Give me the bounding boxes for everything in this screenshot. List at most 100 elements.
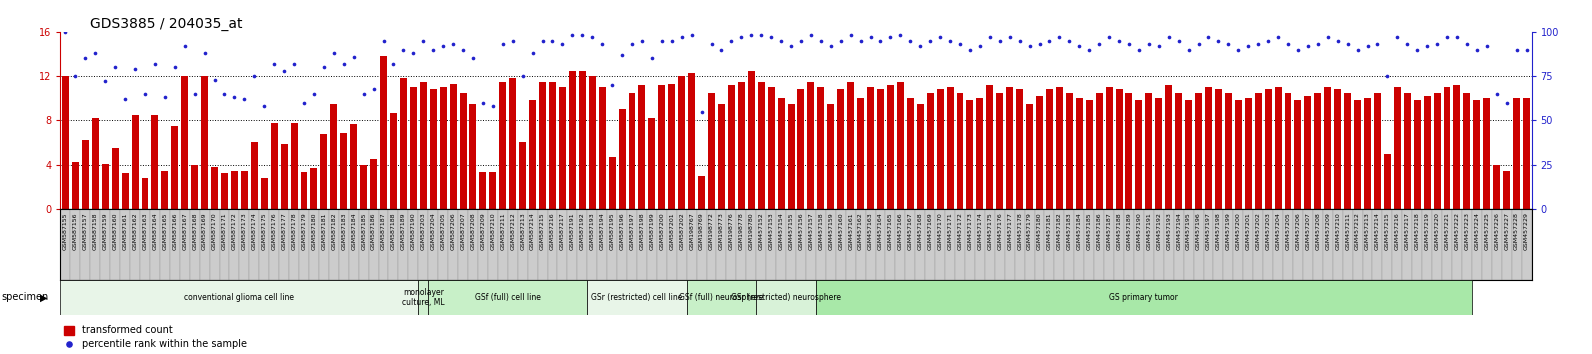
Bar	[478, 209, 487, 280]
Bar	[597, 209, 607, 280]
Text: GSM457171: GSM457171	[947, 212, 952, 250]
Bar	[957, 93, 963, 209]
Point	[708, 47, 734, 52]
Point	[1364, 41, 1390, 47]
Bar	[538, 209, 548, 280]
Bar	[1184, 101, 1192, 209]
Text: GSM457225: GSM457225	[1484, 212, 1489, 250]
Bar	[479, 172, 487, 209]
Text: GSM457218: GSM457218	[1415, 212, 1420, 250]
Text: GSM587175: GSM587175	[261, 212, 267, 250]
Bar	[1245, 98, 1251, 209]
Point	[1017, 43, 1043, 49]
Text: GSM587176: GSM587176	[272, 212, 277, 250]
Bar	[210, 209, 220, 280]
Bar	[618, 209, 627, 280]
Bar	[1253, 209, 1262, 280]
Point	[1325, 38, 1350, 44]
Bar	[748, 70, 755, 209]
Point	[132, 91, 158, 97]
Bar	[1283, 209, 1293, 280]
Point	[650, 38, 675, 44]
Text: GSM457173: GSM457173	[968, 212, 973, 250]
Bar	[1094, 209, 1105, 280]
Bar	[667, 209, 677, 280]
Bar	[887, 85, 893, 209]
Bar	[1293, 209, 1302, 280]
Text: GSM587195: GSM587195	[610, 212, 615, 250]
Point	[1146, 43, 1172, 49]
Bar	[587, 280, 686, 315]
Point	[678, 33, 704, 38]
Point	[610, 52, 635, 58]
Bar	[470, 104, 476, 209]
Text: GSM587190: GSM587190	[411, 212, 416, 250]
Bar	[460, 93, 466, 209]
Bar	[1076, 98, 1083, 209]
Bar	[1512, 209, 1522, 280]
Bar	[1353, 209, 1363, 280]
Bar	[1294, 101, 1301, 209]
Bar	[509, 78, 516, 209]
Text: GSM587188: GSM587188	[392, 212, 396, 250]
Bar	[1383, 154, 1391, 209]
Point	[1385, 34, 1411, 40]
Point	[390, 47, 416, 52]
Text: GSM457200: GSM457200	[1235, 212, 1240, 250]
Point	[1444, 34, 1469, 40]
Bar	[1046, 89, 1052, 209]
Bar	[946, 209, 955, 280]
Bar	[1054, 209, 1065, 280]
Point	[957, 47, 982, 52]
Point	[1355, 43, 1380, 49]
Bar	[151, 115, 158, 209]
Point	[326, 243, 352, 249]
Point	[1266, 34, 1291, 40]
Text: GSM457208: GSM457208	[1315, 212, 1320, 250]
Bar	[788, 104, 794, 209]
Text: GSM587214: GSM587214	[530, 212, 535, 250]
Bar	[330, 209, 339, 280]
Text: GSM457195: GSM457195	[1186, 212, 1191, 250]
Text: GSM457190: GSM457190	[1137, 212, 1141, 250]
Point	[1226, 47, 1251, 52]
Point	[917, 38, 942, 44]
Point	[997, 34, 1022, 40]
Point	[1057, 38, 1083, 44]
Bar	[380, 56, 387, 209]
Bar	[142, 178, 148, 209]
Point	[181, 91, 207, 97]
Text: GSr (restricted) neurosphere: GSr (restricted) neurosphere	[731, 293, 841, 302]
Point	[242, 73, 267, 79]
Bar	[240, 171, 248, 209]
Bar	[559, 87, 565, 209]
Text: GSM457203: GSM457203	[1266, 212, 1270, 250]
Bar	[855, 209, 866, 280]
Bar	[252, 143, 258, 209]
Text: GSM457176: GSM457176	[997, 212, 1003, 250]
Bar	[677, 209, 686, 280]
Point	[83, 50, 108, 56]
Text: GSM587180: GSM587180	[312, 212, 317, 250]
Text: GSM457207: GSM457207	[1305, 212, 1310, 250]
Bar	[1044, 209, 1054, 280]
Bar	[1156, 98, 1162, 209]
Text: GSM457206: GSM457206	[1296, 212, 1301, 250]
Text: GSM587186: GSM587186	[371, 212, 376, 250]
Text: GSM457214: GSM457214	[1375, 212, 1380, 250]
Bar	[997, 93, 1003, 209]
Point	[748, 33, 774, 38]
Text: GSM198778: GSM198778	[739, 212, 743, 250]
Bar	[1524, 98, 1530, 209]
Point	[987, 38, 1013, 44]
Bar	[817, 87, 825, 209]
Bar	[638, 85, 645, 209]
Text: GSM457224: GSM457224	[1474, 212, 1479, 250]
Bar	[1444, 87, 1450, 209]
Bar	[1027, 104, 1033, 209]
Point	[500, 38, 525, 44]
Text: GSM457189: GSM457189	[1127, 212, 1132, 250]
Bar	[1315, 93, 1321, 209]
Bar	[707, 209, 716, 280]
Bar	[519, 143, 525, 209]
